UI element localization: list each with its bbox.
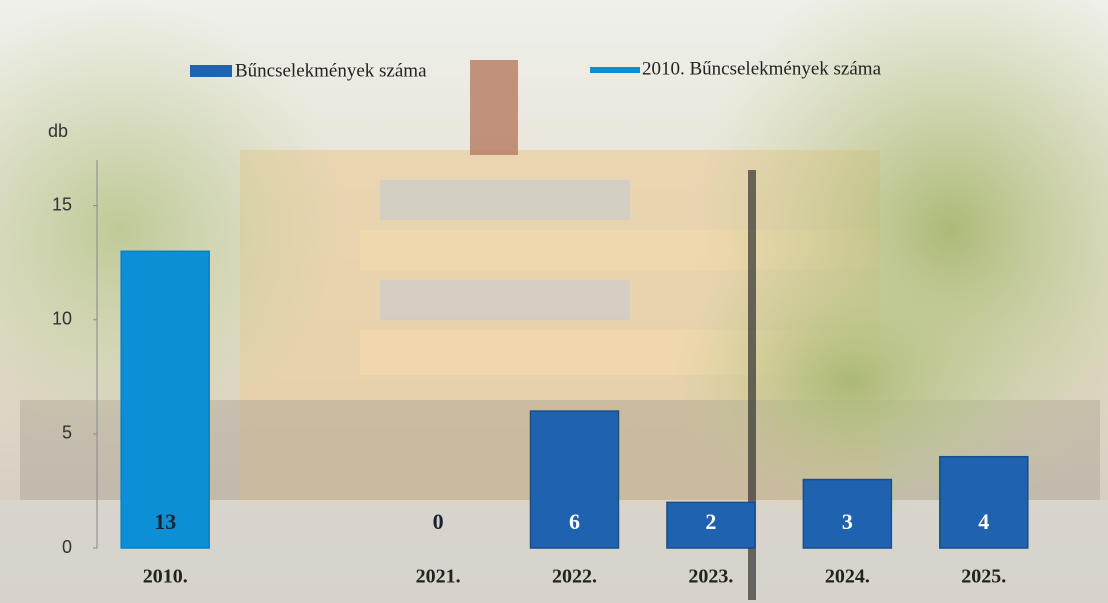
legend-label: Bűncselekmények száma — [235, 60, 427, 81]
data-label: 2 — [705, 509, 716, 534]
y-tick-label: 15 — [52, 194, 72, 214]
legend-swatch — [190, 65, 232, 77]
y-tick-label: 10 — [52, 309, 72, 329]
bar — [529, 410, 620, 549]
x-tick-label: 2010. — [143, 566, 188, 588]
bar — [120, 250, 210, 549]
y-axis-label: db — [48, 121, 68, 141]
y-tick-label: 5 — [62, 423, 72, 443]
data-label: 3 — [842, 509, 853, 534]
bar — [666, 501, 756, 549]
legend-swatch — [590, 67, 640, 73]
bar — [939, 455, 1029, 549]
x-tick-label: 2024. — [825, 566, 870, 588]
data-label: 4 — [978, 509, 989, 534]
data-label: 0 — [433, 509, 444, 534]
x-tick-label: 2021. — [416, 566, 461, 588]
y-tick-label: 0 — [62, 537, 72, 557]
x-tick-label: 2023. — [688, 566, 733, 588]
bar — [802, 478, 893, 549]
data-label: 13 — [154, 509, 176, 534]
data-label: 6 — [569, 509, 580, 534]
x-tick-label: 2022. — [552, 566, 597, 588]
legend-label: 2010. Bűncselekmények száma — [642, 58, 882, 79]
x-tick-label: 2025. — [961, 566, 1006, 588]
